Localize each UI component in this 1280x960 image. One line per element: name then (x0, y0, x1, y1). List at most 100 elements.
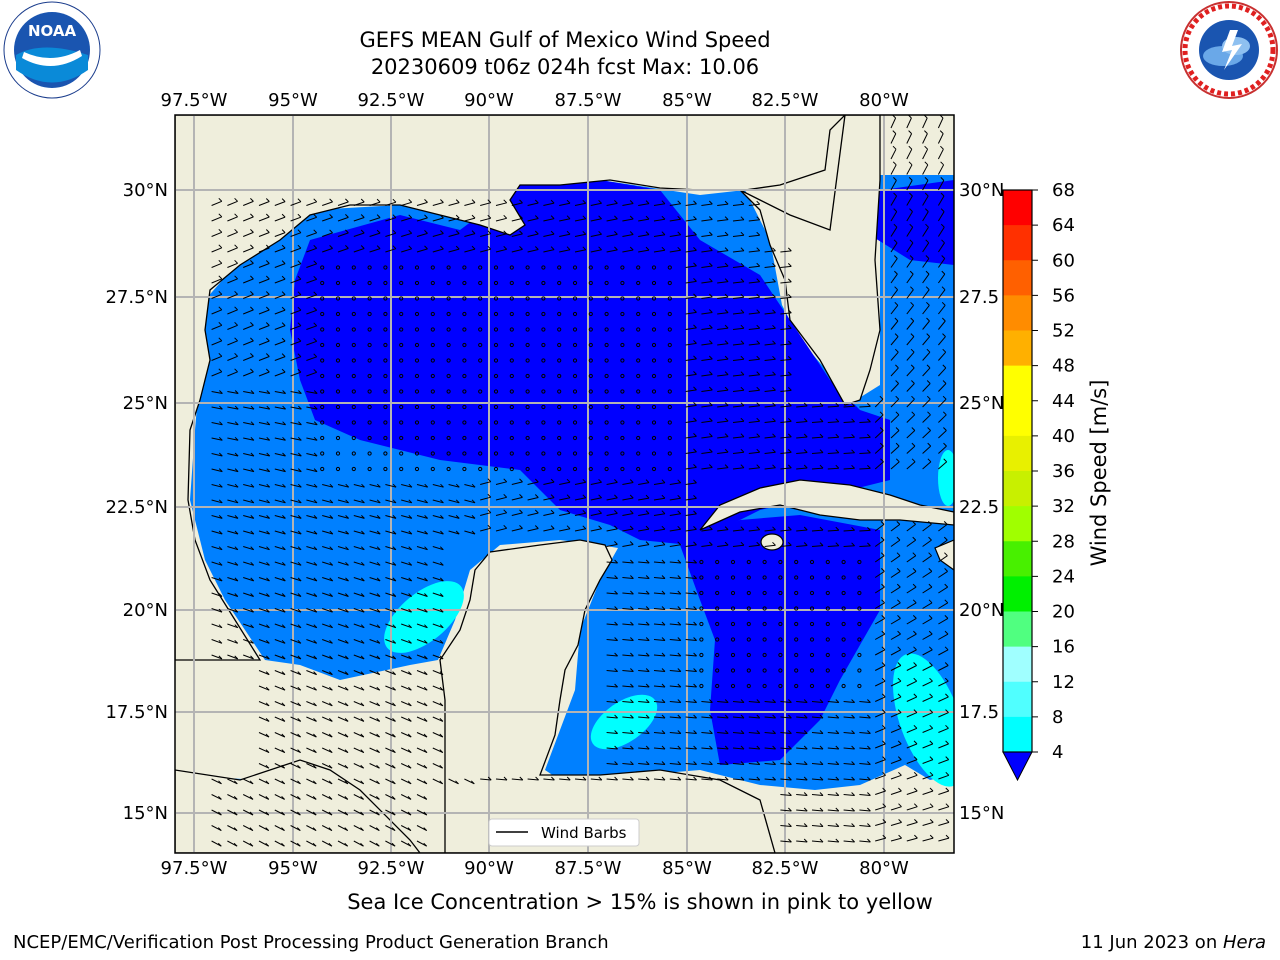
wind-barb-flag (345, 608, 349, 613)
wind-barb (274, 515, 286, 519)
wind-barb-flag (217, 842, 222, 847)
calm-marker (667, 420, 672, 425)
wind-barb-flag (882, 834, 887, 839)
wind-barb (353, 732, 365, 738)
lat-tick-right: 25°N (959, 393, 1004, 414)
wind-barb (495, 512, 507, 516)
wind-barb-flag (550, 199, 555, 204)
wind-barb (416, 499, 428, 504)
wind-barb-flag (519, 215, 523, 219)
wind-barb (859, 763, 871, 765)
wind-barb (464, 778, 475, 785)
wind-barb-flag (313, 561, 318, 566)
calm-marker (825, 575, 830, 580)
calm-marker (414, 435, 420, 441)
wind-barb (401, 716, 412, 722)
colorbar-tick-label: 24 (1052, 566, 1075, 587)
wind-barb-flag (912, 552, 917, 557)
calm-marker (541, 373, 546, 379)
wind-barb (638, 482, 650, 485)
wind-barb (227, 324, 238, 330)
calm-marker (351, 435, 356, 441)
wind-barb (211, 484, 223, 488)
wind-barb-flag (772, 448, 776, 453)
wind-barb-flag (851, 526, 855, 531)
wind-barb-flag (944, 583, 949, 588)
wind-barb-flag (598, 246, 602, 251)
colorbar-tick-label: 68 (1052, 180, 1075, 201)
wind-barb (353, 701, 365, 707)
wind-barb-flag (360, 593, 365, 597)
calm-marker (778, 621, 783, 627)
wind-barb-flag (344, 827, 349, 831)
wind-barb (938, 351, 947, 361)
wind-barb-flag (582, 230, 587, 235)
wind-barb (401, 654, 412, 660)
caribbean-wind-low (680, 515, 880, 765)
wind-barb (495, 527, 507, 532)
wind-barb (764, 389, 776, 392)
wind-barb-flag (614, 606, 618, 610)
wind-barb-flag (912, 521, 916, 525)
wind-barb-flag (911, 380, 915, 384)
wind-barb-flag (329, 214, 333, 218)
wind-barb-flag (895, 380, 899, 384)
wind-barb-flag (708, 231, 713, 236)
wind-barb (606, 639, 618, 641)
wind-barb (416, 825, 427, 832)
wind-barb-flag (392, 624, 397, 629)
wind-barb (416, 484, 428, 488)
wind-barb (748, 420, 760, 423)
wind-barb-flag (897, 693, 902, 698)
wind-barb (416, 608, 428, 613)
wind-barb-flag (392, 639, 397, 644)
wind-barb (922, 383, 931, 392)
wind-barb (653, 249, 665, 253)
wind-barb-flag (803, 418, 808, 422)
wind-barb (369, 732, 380, 738)
wind-barb-flag (424, 483, 429, 488)
wind-barb (385, 778, 396, 785)
wind-barb-flag (724, 761, 729, 765)
wind-barb (937, 242, 945, 253)
wind-barb (227, 309, 238, 315)
wind-barb (274, 232, 286, 237)
wind-barb (906, 539, 916, 547)
wind-barb-flag (281, 213, 286, 218)
calm-marker (651, 420, 657, 425)
wind-barb-flag (471, 199, 476, 203)
wind-barb (938, 680, 949, 687)
wind-barb (638, 608, 650, 610)
wind-barb-flag (582, 478, 587, 483)
wind-barb (796, 452, 808, 454)
calm-marker (383, 265, 388, 270)
wind-barb-flag (281, 275, 286, 280)
wind-barb-flag (630, 714, 634, 719)
wind-barb (938, 524, 948, 532)
wind-barb-flag (788, 761, 792, 765)
wind-barb-flag (944, 630, 949, 635)
wind-barb (748, 265, 760, 268)
wind-barb-flag (439, 561, 444, 566)
wind-barb (211, 499, 223, 504)
wind-barb-flag (756, 761, 761, 765)
wind-barb (638, 747, 650, 750)
calm-marker (383, 451, 388, 456)
wind-barb (811, 840, 824, 843)
wind-barb-flag (709, 714, 713, 719)
calm-marker (620, 265, 625, 270)
wind-barb (890, 696, 902, 702)
wind-barb (796, 732, 808, 734)
wind-barb-flag (471, 515, 476, 519)
wind-barb-flag (250, 275, 254, 280)
wind-barb-flag (519, 776, 524, 781)
wind-barb (495, 233, 507, 237)
wind-barb (874, 696, 886, 702)
wind-barb (890, 539, 901, 547)
wind-barb (337, 701, 349, 707)
wind-barb-flag (344, 702, 349, 707)
wind-barb (938, 367, 947, 377)
wind-barb-flag (218, 368, 223, 373)
calm-marker (320, 327, 325, 332)
calm-marker (399, 265, 404, 270)
